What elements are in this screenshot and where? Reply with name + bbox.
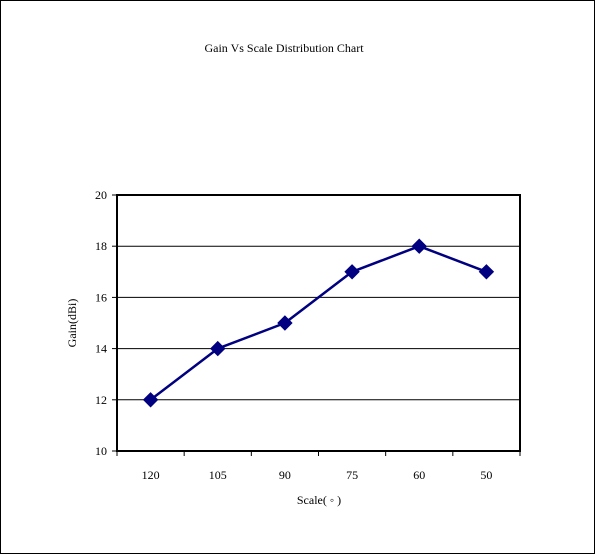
y-tick-label: 10: [95, 444, 107, 458]
series-line: [149, 244, 487, 401]
x-tick-label: 75: [346, 468, 358, 482]
x-axis-label: Scale( ◦ ): [297, 493, 341, 507]
data-point-marker: [411, 238, 427, 254]
x-tick-label: 60: [413, 468, 425, 482]
y-tick-label: 14: [95, 342, 107, 356]
y-tick-label: 18: [95, 239, 107, 253]
data-point-marker: [210, 340, 226, 357]
data-point-marker: [344, 264, 360, 280]
x-tick-label: 90: [279, 468, 291, 482]
x-tick-label: 105: [209, 468, 227, 482]
data-point-marker: [478, 264, 495, 280]
x-tick-label: 120: [142, 468, 160, 482]
y-axis-label: Gain(dBi): [65, 299, 79, 348]
chart-title: Gain Vs Scale Distribution Chart: [204, 41, 364, 55]
y-tick-label: 12: [95, 393, 107, 407]
plot-area: [116, 194, 521, 452]
data-point-marker: [142, 392, 159, 408]
y-tick-label: 20: [95, 188, 107, 202]
y-tick-label: 16: [95, 290, 107, 304]
data-point-marker: [277, 315, 293, 331]
x-axis-ticks: 120 105 90 75 60 50: [116, 451, 521, 482]
series-group: [142, 238, 495, 408]
gridlines: [117, 245, 520, 401]
y-axis-ticks: 10 12 14 16 18 20: [95, 188, 117, 458]
x-tick-label: 50: [480, 468, 492, 482]
